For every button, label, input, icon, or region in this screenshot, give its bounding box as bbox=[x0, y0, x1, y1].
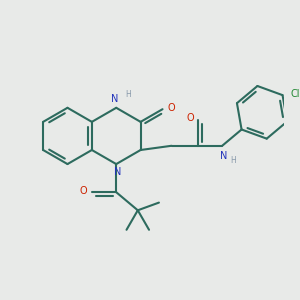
Text: Cl: Cl bbox=[290, 89, 300, 99]
Text: O: O bbox=[168, 103, 175, 113]
Text: H: H bbox=[230, 156, 236, 165]
Text: N: N bbox=[114, 167, 121, 177]
Text: O: O bbox=[187, 112, 194, 123]
Text: O: O bbox=[80, 186, 87, 196]
Text: N: N bbox=[220, 151, 227, 160]
Text: N: N bbox=[111, 94, 118, 104]
Text: H: H bbox=[125, 90, 131, 99]
